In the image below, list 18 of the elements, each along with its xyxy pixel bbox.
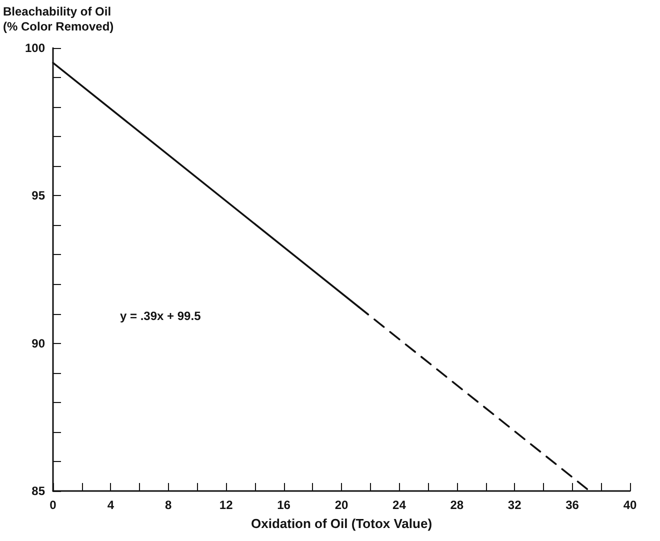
y-tick-label: 90 <box>32 336 46 350</box>
y-tick-label: 100 <box>24 41 46 55</box>
x-tick-label: 28 <box>450 498 464 512</box>
x-tick-label: 0 <box>50 498 57 512</box>
x-tick-label: 12 <box>219 498 234 512</box>
x-tick-label: 32 <box>508 498 522 512</box>
y-tick-label: 95 <box>32 188 46 203</box>
y-axis-title: Bleachability of Oil (% Color Removed) <box>3 4 114 34</box>
x-tick-label: 4 <box>107 498 114 512</box>
x-tick-label: 20 <box>334 498 348 512</box>
x-tick-label: 36 <box>566 498 580 512</box>
x-tick-label: 16 <box>277 498 291 512</box>
x-axis-title: Oxidation of Oil (Totox Value) <box>250 516 432 531</box>
x-tick-label: 40 <box>623 498 637 512</box>
annotation: y = .39x + 99.5 <box>120 309 202 323</box>
y-tick-label: 85 <box>32 484 46 498</box>
x-tick-label: 24 <box>392 498 406 512</box>
x-tick-label: 8 <box>165 498 172 512</box>
